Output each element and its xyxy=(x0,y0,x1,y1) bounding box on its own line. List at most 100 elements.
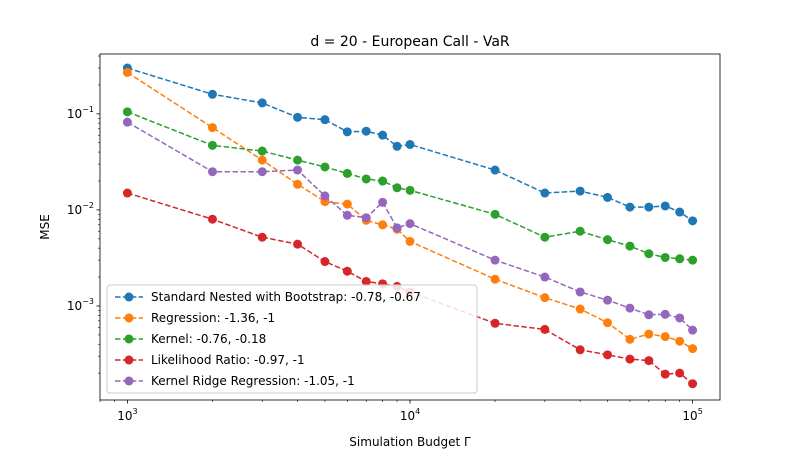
legend-marker xyxy=(124,292,134,302)
data-point xyxy=(378,176,388,186)
data-point xyxy=(207,89,217,99)
series-layer xyxy=(122,63,698,389)
y-tick-label: 10−2 xyxy=(67,201,94,217)
data-point xyxy=(342,199,352,209)
data-point xyxy=(342,168,352,178)
data-point xyxy=(122,67,132,77)
data-point xyxy=(405,236,415,246)
data-point xyxy=(540,293,550,303)
data-point xyxy=(293,155,303,165)
data-point xyxy=(392,223,402,233)
y-axis-label: MSE xyxy=(38,214,52,240)
legend-marker xyxy=(124,376,134,386)
data-point xyxy=(342,210,352,220)
x-axis-label: Simulation Budget Γ xyxy=(349,435,471,449)
data-point xyxy=(644,310,654,320)
x-tick-label: 105 xyxy=(682,407,702,423)
data-point xyxy=(660,252,670,262)
legend-entry: Regression: -1.36, -1 xyxy=(115,311,275,325)
data-point xyxy=(575,287,585,297)
data-point xyxy=(575,226,585,236)
data-point xyxy=(207,123,217,133)
data-point xyxy=(207,167,217,177)
legend-box xyxy=(106,284,478,394)
data-point xyxy=(675,336,685,346)
data-point xyxy=(257,146,267,156)
data-point xyxy=(207,140,217,150)
data-point xyxy=(688,344,698,354)
data-point xyxy=(405,185,415,195)
data-point xyxy=(320,191,330,201)
data-point xyxy=(257,167,267,177)
data-point xyxy=(392,183,402,193)
legend-label: Regression: -1.36, -1 xyxy=(151,311,275,325)
data-point xyxy=(392,141,402,151)
data-point xyxy=(257,155,267,165)
data-point xyxy=(644,356,654,366)
data-point xyxy=(293,112,303,122)
data-point xyxy=(688,216,698,226)
data-point xyxy=(603,350,613,360)
data-point xyxy=(688,255,698,265)
data-point xyxy=(361,126,371,136)
data-point xyxy=(625,303,635,313)
data-point xyxy=(644,329,654,339)
legend-marker xyxy=(124,355,134,365)
legend-label: Standard Nested with Bootstrap: -0.78, -… xyxy=(151,290,421,304)
data-point xyxy=(575,186,585,196)
data-point xyxy=(490,165,500,175)
data-point xyxy=(293,239,303,249)
x-axis: 103 104 105 xyxy=(99,400,703,423)
data-point xyxy=(405,139,415,149)
y-tick-label: 10−1 xyxy=(67,105,94,121)
data-point xyxy=(320,257,330,267)
y-tick-label: 10−3 xyxy=(67,297,94,313)
x-tick-label: 104 xyxy=(400,407,420,423)
data-point xyxy=(603,235,613,245)
data-point xyxy=(675,254,685,264)
series-5 xyxy=(122,117,698,335)
data-point xyxy=(575,304,585,314)
legend-label: Kernel: -0.76, -0.18 xyxy=(151,332,266,346)
data-point xyxy=(625,354,635,364)
data-point xyxy=(540,232,550,242)
data-point xyxy=(625,202,635,212)
data-point xyxy=(675,368,685,378)
data-point xyxy=(320,115,330,125)
data-point xyxy=(575,345,585,355)
data-point xyxy=(361,276,371,286)
data-point xyxy=(122,107,132,117)
data-point xyxy=(675,207,685,217)
legend-label: Kernel Ridge Regression: -1.05, -1 xyxy=(151,374,355,388)
data-point xyxy=(603,318,613,328)
data-point xyxy=(293,165,303,175)
data-point xyxy=(378,197,388,207)
y-axis: 10−3 10−2 10−1 xyxy=(67,55,100,374)
data-point xyxy=(361,213,371,223)
data-point xyxy=(625,241,635,251)
legend-marker xyxy=(124,334,134,344)
data-point xyxy=(540,188,550,198)
data-point xyxy=(293,179,303,189)
series-3 xyxy=(122,107,698,265)
data-point xyxy=(675,313,685,323)
data-point xyxy=(320,162,330,172)
data-point xyxy=(257,232,267,242)
data-point xyxy=(644,202,654,212)
legend-entry: Kernel Ridge Regression: -1.05, -1 xyxy=(115,374,355,388)
data-point xyxy=(361,174,371,184)
data-point xyxy=(688,325,698,335)
legend-entry: Likelihood Ratio: -0.97, -1 xyxy=(115,353,305,367)
data-point xyxy=(540,324,550,334)
chart-title: d = 20 - European Call - VaR xyxy=(310,34,510,50)
data-point xyxy=(122,188,132,198)
legend-label: Likelihood Ratio: -0.97, -1 xyxy=(151,353,305,367)
data-point xyxy=(257,98,267,108)
legend-entry: Kernel: -0.76, -0.18 xyxy=(115,332,266,346)
data-point xyxy=(688,379,698,389)
data-point xyxy=(405,219,415,229)
data-point xyxy=(540,272,550,282)
data-point xyxy=(603,192,613,202)
data-point xyxy=(207,214,217,224)
